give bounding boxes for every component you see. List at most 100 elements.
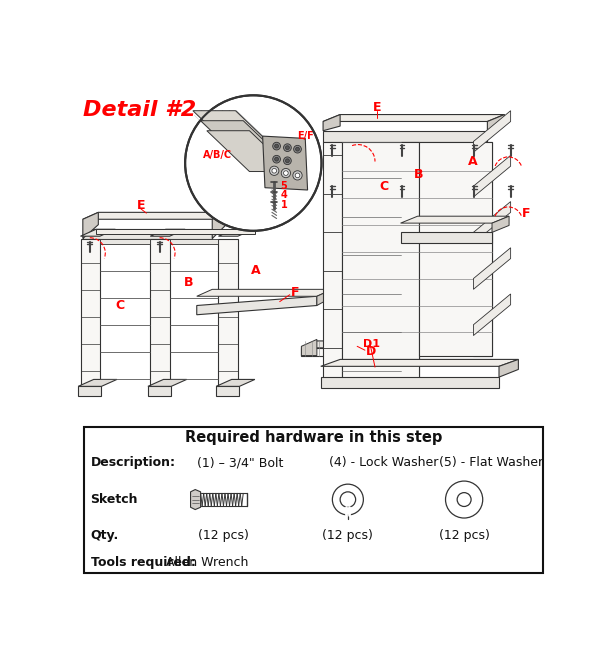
Polygon shape: [400, 142, 419, 379]
Text: E/F: E/F: [297, 131, 314, 141]
Text: (4) - Lock Washer: (4) - Lock Washer: [329, 456, 438, 469]
Circle shape: [272, 168, 276, 173]
Text: (12 pcs): (12 pcs): [199, 529, 249, 542]
Polygon shape: [193, 111, 278, 151]
Polygon shape: [323, 114, 504, 121]
Text: 1: 1: [281, 200, 287, 210]
Circle shape: [284, 171, 288, 176]
Text: (12 pcs): (12 pcs): [322, 529, 373, 542]
Circle shape: [457, 492, 471, 507]
Text: B: B: [414, 168, 423, 181]
Polygon shape: [148, 387, 171, 396]
Polygon shape: [473, 247, 511, 289]
Polygon shape: [323, 131, 487, 142]
Text: A/B/C: A/B/C: [203, 150, 232, 161]
Polygon shape: [83, 212, 226, 219]
Text: C: C: [115, 299, 124, 312]
Circle shape: [270, 166, 279, 176]
Text: 4: 4: [281, 191, 287, 200]
Polygon shape: [150, 238, 170, 390]
Text: F: F: [522, 206, 531, 219]
Polygon shape: [216, 379, 255, 387]
Circle shape: [332, 484, 364, 515]
Polygon shape: [473, 202, 511, 243]
Text: Sketch: Sketch: [91, 493, 138, 506]
Polygon shape: [197, 296, 317, 315]
Text: E: E: [373, 101, 381, 114]
Polygon shape: [317, 289, 332, 306]
Text: F: F: [291, 286, 299, 299]
Circle shape: [295, 148, 299, 151]
Polygon shape: [78, 379, 117, 387]
Polygon shape: [200, 121, 286, 161]
Text: A: A: [468, 155, 478, 168]
Text: Description:: Description:: [91, 456, 175, 469]
Polygon shape: [302, 340, 317, 356]
Polygon shape: [419, 142, 492, 356]
Polygon shape: [218, 238, 238, 390]
Polygon shape: [473, 142, 492, 356]
Circle shape: [284, 144, 291, 151]
Polygon shape: [80, 238, 100, 390]
Polygon shape: [262, 136, 308, 190]
Text: Required hardware in this step: Required hardware in this step: [185, 430, 443, 445]
Circle shape: [185, 95, 322, 231]
Polygon shape: [212, 212, 226, 238]
Text: Detail #2: Detail #2: [83, 100, 196, 120]
Circle shape: [281, 168, 291, 178]
Polygon shape: [302, 341, 379, 348]
Polygon shape: [191, 490, 200, 509]
Text: C: C: [379, 180, 388, 193]
Polygon shape: [148, 379, 187, 387]
Text: D1: D1: [364, 339, 381, 349]
Polygon shape: [170, 238, 218, 244]
Text: A: A: [251, 264, 261, 278]
Polygon shape: [197, 289, 332, 296]
Text: Qty.: Qty.: [91, 529, 119, 542]
Circle shape: [446, 481, 482, 518]
Text: (12 pcs): (12 pcs): [439, 529, 490, 542]
Text: (5) - Flat Washer: (5) - Flat Washer: [440, 456, 544, 469]
Polygon shape: [207, 131, 292, 172]
Text: E: E: [137, 199, 145, 212]
Polygon shape: [150, 229, 185, 236]
Polygon shape: [218, 229, 253, 236]
Circle shape: [275, 144, 278, 148]
Text: Allen Wrench: Allen Wrench: [158, 556, 248, 569]
Polygon shape: [321, 359, 519, 366]
Text: (1) – 3/4" Bolt: (1) – 3/4" Bolt: [197, 456, 283, 469]
Polygon shape: [323, 142, 341, 379]
Polygon shape: [499, 359, 519, 377]
Polygon shape: [78, 387, 101, 396]
Polygon shape: [473, 155, 511, 197]
Polygon shape: [100, 238, 150, 244]
Circle shape: [286, 146, 289, 150]
Text: 5: 5: [281, 181, 287, 191]
Text: B: B: [183, 276, 193, 289]
Polygon shape: [473, 111, 511, 152]
Polygon shape: [400, 232, 492, 243]
Text: Tools required:: Tools required:: [91, 556, 196, 569]
Circle shape: [340, 492, 356, 507]
Circle shape: [286, 159, 289, 163]
Polygon shape: [341, 142, 419, 379]
Circle shape: [273, 142, 281, 150]
Polygon shape: [321, 377, 499, 388]
Circle shape: [294, 146, 302, 153]
Circle shape: [293, 171, 302, 180]
Polygon shape: [83, 212, 98, 238]
Polygon shape: [83, 229, 212, 238]
Polygon shape: [492, 216, 509, 232]
Circle shape: [284, 157, 291, 165]
Circle shape: [275, 157, 278, 161]
Text: D: D: [366, 345, 376, 358]
Polygon shape: [302, 348, 364, 356]
Polygon shape: [323, 114, 340, 131]
Polygon shape: [487, 114, 504, 131]
Circle shape: [273, 155, 281, 163]
Polygon shape: [473, 294, 511, 336]
Polygon shape: [400, 216, 509, 223]
Circle shape: [295, 173, 300, 178]
Polygon shape: [216, 387, 239, 396]
Polygon shape: [96, 229, 255, 234]
